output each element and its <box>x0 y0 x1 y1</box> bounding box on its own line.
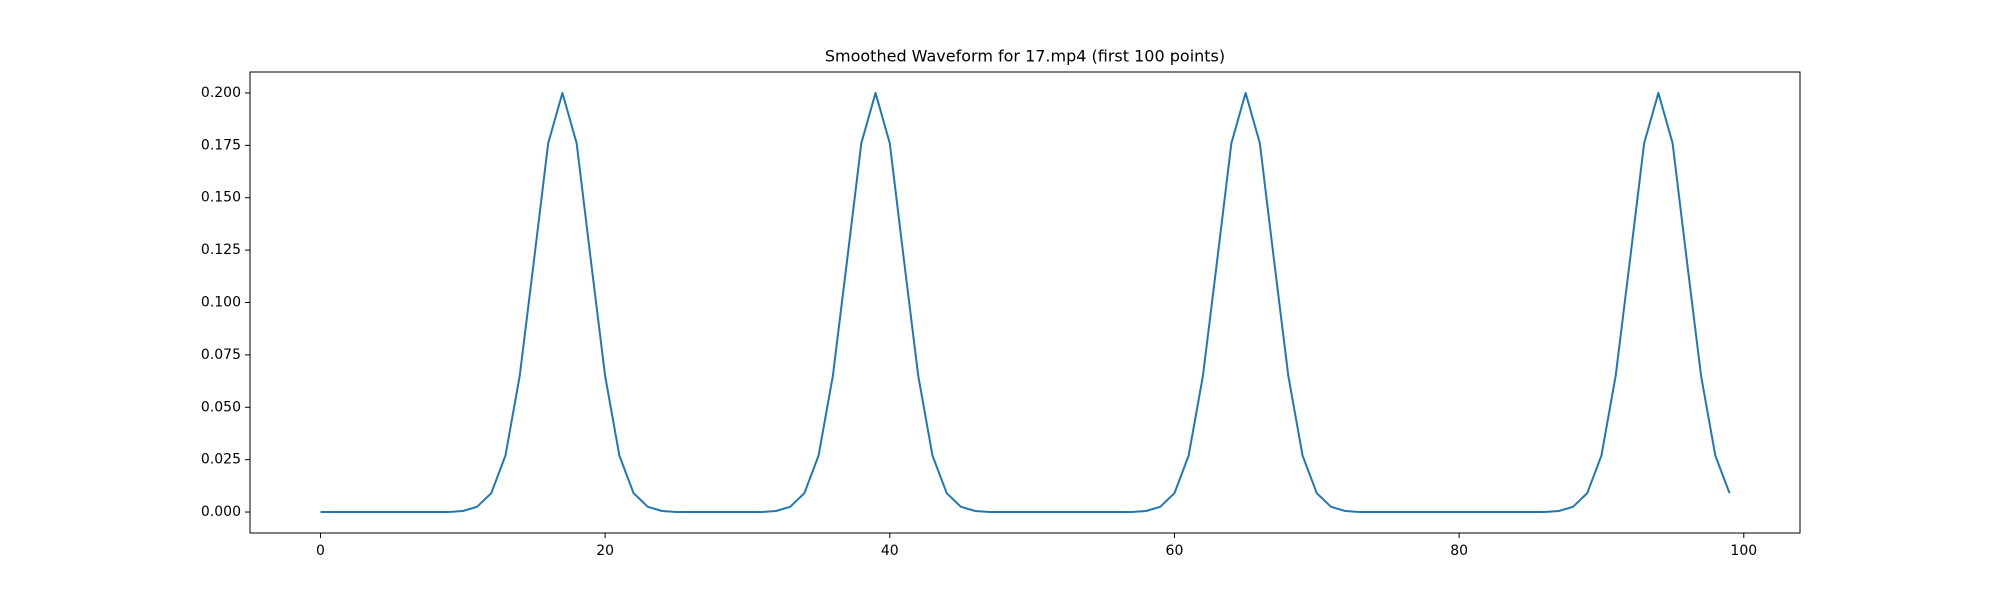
y-tick-label: 0.150 <box>201 190 241 206</box>
data-line <box>320 91 1731 514</box>
y-tick-label: 0.125 <box>201 242 241 258</box>
x-tick-label: 20 <box>596 543 614 559</box>
y-tick-label: 0.050 <box>201 399 241 415</box>
y-tick-label: 0.000 <box>201 504 241 520</box>
plot-frame <box>249 71 1801 534</box>
y-tick-label: 0.175 <box>201 137 241 153</box>
y-tick-label: 0.100 <box>201 295 241 311</box>
x-tick-label: 40 <box>881 543 899 559</box>
y-tick-label: 0.200 <box>201 85 241 101</box>
x-tick-label: 60 <box>1166 543 1184 559</box>
y-tick-label: 0.025 <box>201 452 241 468</box>
chart-title: Smoothed Waveform for 17.mp4 (first 100 … <box>825 47 1225 66</box>
x-tick-label: 80 <box>1450 543 1468 559</box>
y-tick-label: 0.075 <box>201 347 241 363</box>
x-tick-label: 0 <box>316 543 325 559</box>
x-tick-label: 100 <box>1730 543 1757 559</box>
